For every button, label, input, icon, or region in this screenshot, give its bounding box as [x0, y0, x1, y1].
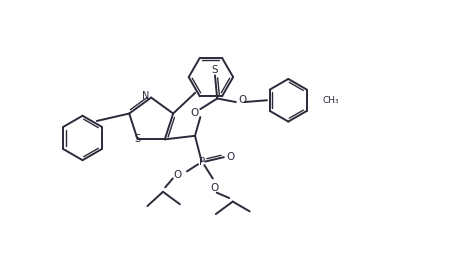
Text: O: O: [211, 183, 219, 193]
Text: CH₃: CH₃: [322, 96, 339, 105]
Text: N: N: [142, 91, 149, 101]
Text: O: O: [190, 108, 198, 118]
Text: O: O: [173, 170, 181, 180]
Text: O: O: [226, 152, 234, 162]
Text: P: P: [198, 157, 205, 167]
Text: S: S: [211, 65, 218, 75]
Text: O: O: [238, 95, 246, 105]
Text: S: S: [135, 134, 141, 144]
